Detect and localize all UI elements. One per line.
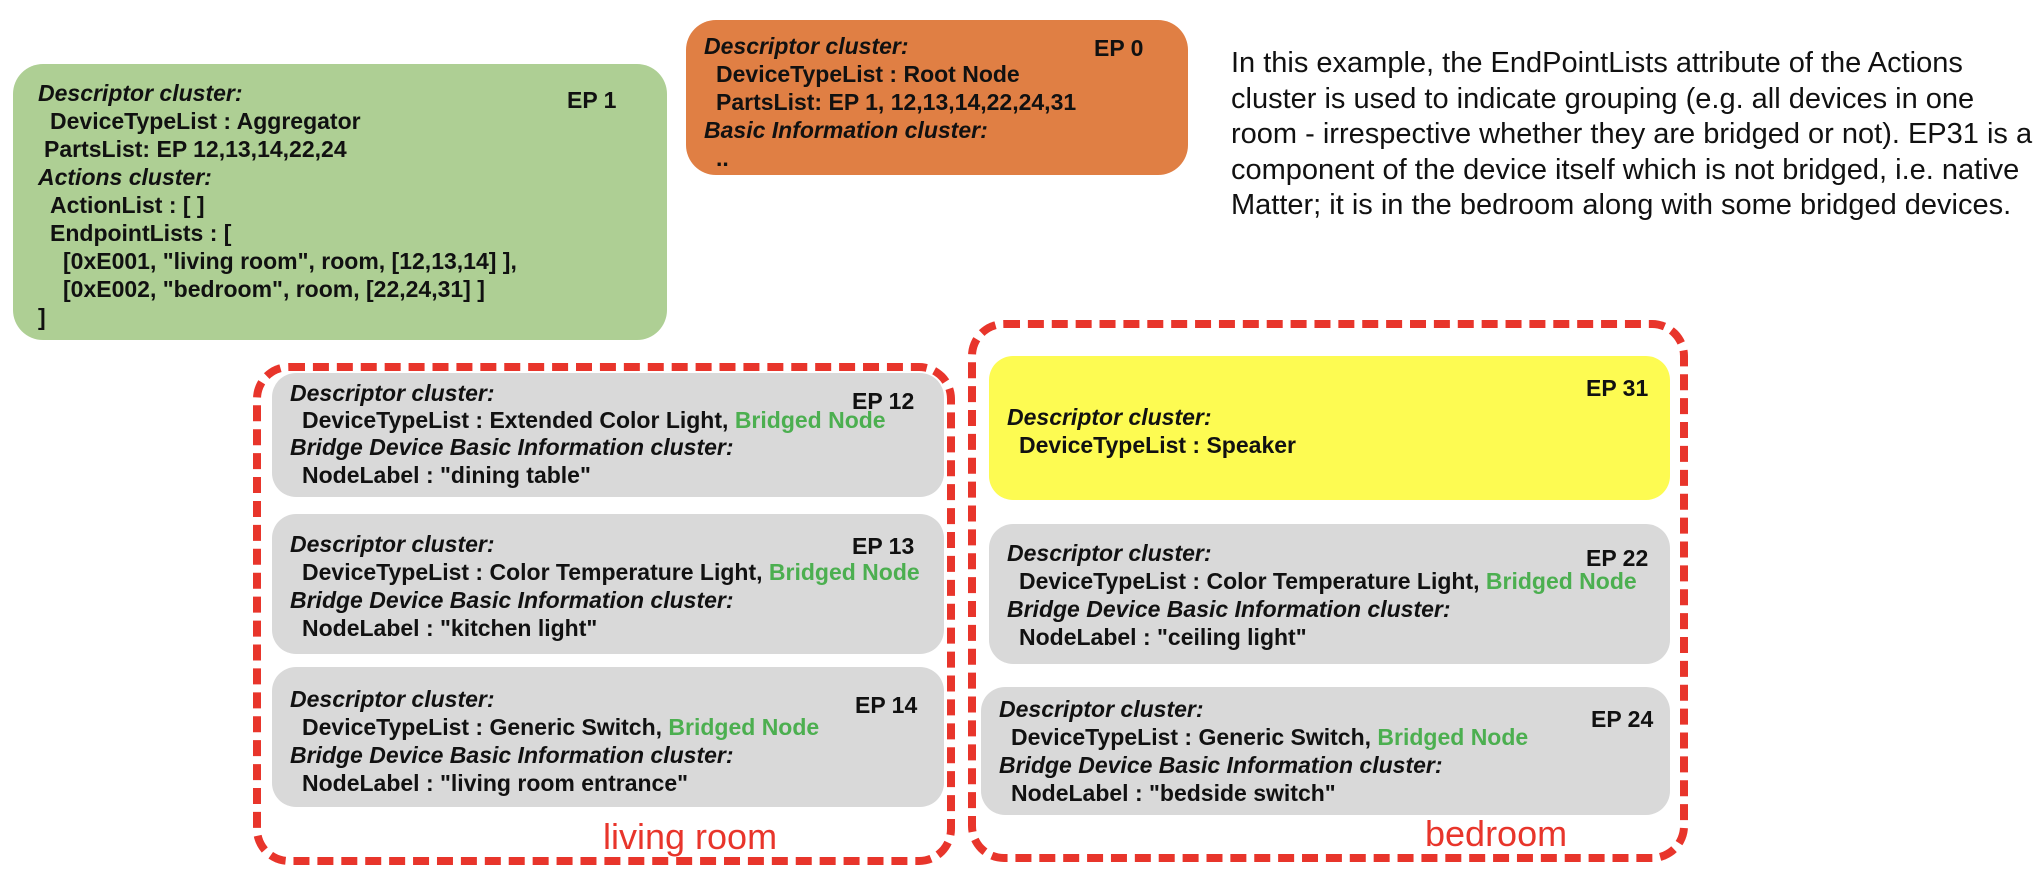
ep0-parts-list: PartsList: EP 1, 12,13,14,22,24,31	[716, 89, 1077, 115]
ep14-descriptor-heading: Descriptor cluster:	[290, 686, 495, 712]
ep31-box: EP 31 Descriptor cluster: DeviceTypeList…	[989, 356, 1670, 500]
ep24-bridge-info-heading: Bridge Device Basic Information cluster:	[999, 752, 1443, 778]
ep13-descriptor-heading: Descriptor cluster:	[290, 531, 495, 557]
ep1-endpoint-lists-close: ]	[38, 304, 46, 330]
ep1-endpoint-lists: EndpointLists : [	[50, 220, 232, 246]
ep0-ellipsis: ..	[716, 145, 729, 171]
ep14-device-type-list: DeviceTypeList : Generic Switch, Bridged…	[302, 714, 820, 740]
living-room-group	[253, 363, 955, 865]
ep13-node-label: NodeLabel : "kitchen light"	[302, 615, 598, 641]
ep1-box: EP 1 Descriptor cluster: DeviceTypeList …	[13, 64, 667, 340]
ep12-device-type-list: DeviceTypeList : Extended Color Light, B…	[302, 407, 886, 433]
ep1-endpoint-list-bedroom: [0xE002, "bedroom", room, [22,24,31] ]	[63, 276, 485, 302]
ep1-endpoint-list-living-room: [0xE001, "living room", room, [12,13,14]…	[63, 248, 517, 274]
ep22-descriptor-heading: Descriptor cluster:	[1007, 540, 1212, 566]
ep0-device-type-list: DeviceTypeList : Root Node	[716, 61, 1020, 87]
ep13-bridge-info-heading: Bridge Device Basic Information cluster:	[290, 587, 734, 613]
explanation-note: In this example, the EndPointLists attri…	[1231, 47, 2033, 221]
ep22-device-type-list: DeviceTypeList : Color Temperature Light…	[1019, 568, 1637, 594]
ep14-label: EP 14	[855, 692, 918, 718]
ep1-actions-heading: Actions cluster:	[38, 164, 212, 190]
ep0-box: EP 0 Descriptor cluster: DeviceTypeList …	[686, 20, 1188, 175]
ep12-node-label: NodeLabel : "dining table"	[302, 462, 591, 488]
ep0-label: EP 0	[1094, 35, 1144, 61]
ep14-box: EP 14 Descriptor cluster: DeviceTypeList…	[272, 667, 944, 807]
ep13-label: EP 13	[852, 533, 915, 559]
ep1-label: EP 1	[567, 87, 617, 113]
ep12-box: EP 12 Descriptor cluster: DeviceTypeList…	[272, 373, 944, 497]
ep24-bridged-node: Bridged Node	[1377, 724, 1529, 750]
ep31-device-type-list: DeviceTypeList : Speaker	[1019, 432, 1296, 458]
ep31-descriptor-heading: Descriptor cluster:	[1007, 404, 1212, 430]
ep24-node-label: NodeLabel : "bedside switch"	[1011, 780, 1336, 806]
ep22-node-label: NodeLabel : "ceiling light"	[1019, 624, 1307, 650]
ep12-descriptor-heading: Descriptor cluster:	[290, 380, 495, 406]
ep31-label: EP 31	[1586, 375, 1649, 401]
bedroom-group	[968, 320, 1688, 862]
ep1-descriptor-heading: Descriptor cluster:	[38, 80, 243, 106]
ep24-label: EP 24	[1591, 706, 1654, 732]
ep13-box: EP 13 Descriptor cluster: DeviceTypeList…	[272, 514, 944, 654]
ep24-descriptor-heading: Descriptor cluster:	[999, 696, 1204, 722]
ep12-bridge-info-heading: Bridge Device Basic Information cluster:	[290, 434, 734, 460]
ep22-label: EP 22	[1586, 545, 1649, 571]
ep24-box: EP 24 Descriptor cluster: DeviceTypeList…	[981, 687, 1670, 815]
ep14-node-label: NodeLabel : "living room entrance"	[302, 770, 689, 796]
ep13-bridged-node: Bridged Node	[768, 559, 920, 585]
ep1-parts-list: PartsList: EP 12,13,14,22,24	[44, 136, 347, 162]
ep22-box: EP 22 Descriptor cluster: DeviceTypeList…	[989, 524, 1670, 664]
living-room-label: living room	[603, 816, 778, 857]
ep0-basic-info-heading: Basic Information cluster:	[704, 117, 988, 143]
ep1-action-list: ActionList : [ ]	[50, 192, 205, 218]
ep14-bridged-node: Bridged Node	[668, 714, 820, 740]
ep12-bridged-node: Bridged Node	[734, 407, 886, 433]
ep22-bridged-node: Bridged Node	[1485, 568, 1637, 594]
bedroom-label: bedroom	[1425, 813, 1568, 854]
ep1-device-type-list: DeviceTypeList : Aggregator	[50, 108, 361, 134]
ep12-label: EP 12	[852, 388, 915, 414]
ep13-device-type-list: DeviceTypeList : Color Temperature Light…	[302, 559, 920, 585]
ep24-device-type-list: DeviceTypeList : Generic Switch, Bridged…	[1011, 724, 1529, 750]
ep14-bridge-info-heading: Bridge Device Basic Information cluster:	[290, 742, 734, 768]
ep22-bridge-info-heading: Bridge Device Basic Information cluster:	[1007, 596, 1451, 622]
ep0-descriptor-heading: Descriptor cluster:	[704, 33, 909, 59]
